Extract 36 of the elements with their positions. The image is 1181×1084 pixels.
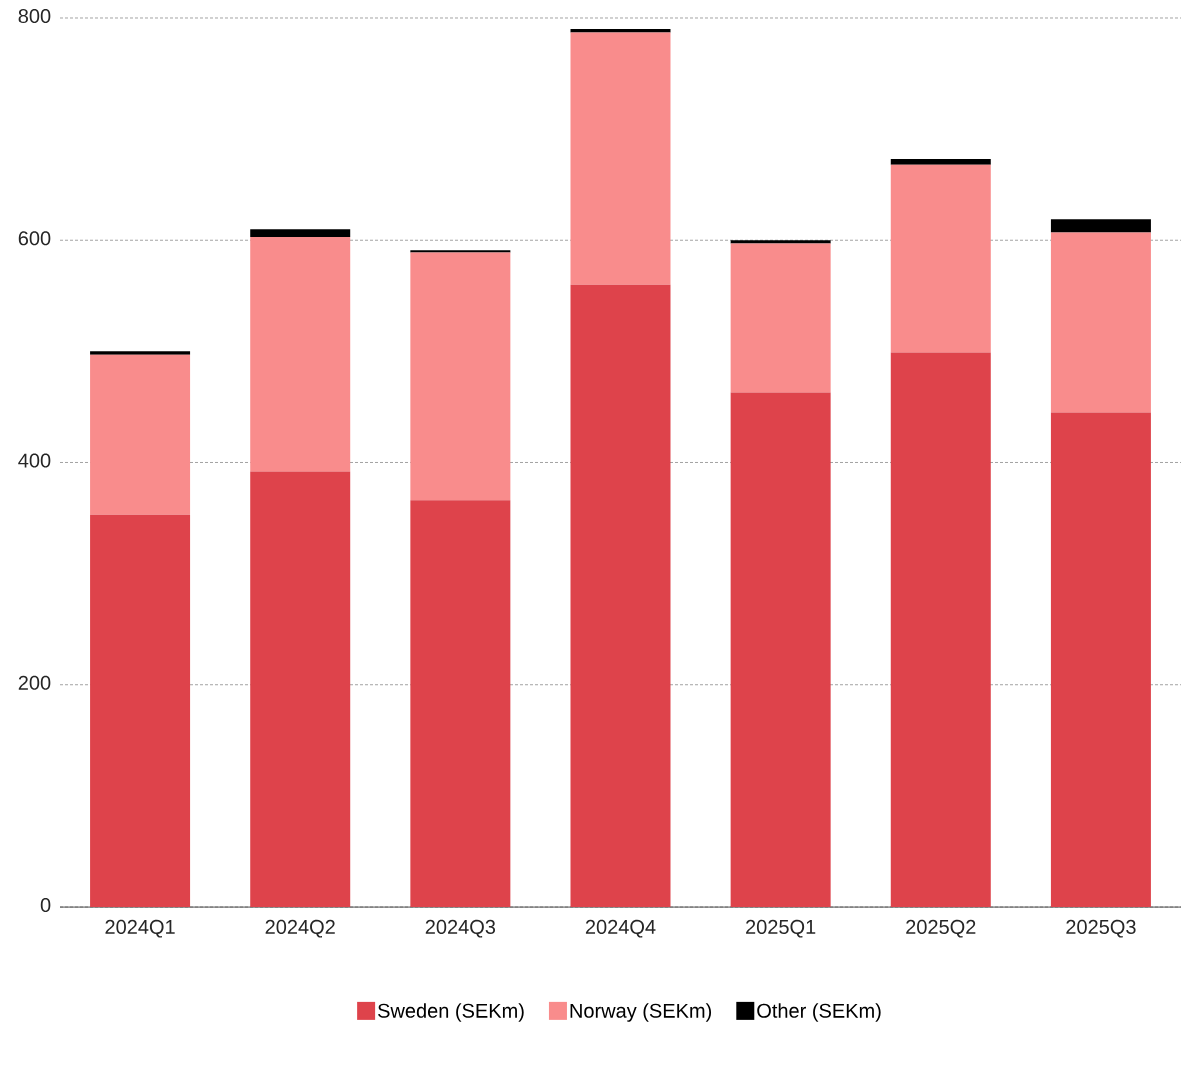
bar	[890, 164, 991, 353]
bar	[890, 352, 991, 907]
bar	[410, 252, 511, 501]
x-tick-label: 2025Q1	[746, 919, 816, 938]
bar	[570, 32, 671, 285]
bar	[250, 236, 351, 472]
x-tick-label: 2024Q2	[265, 919, 335, 938]
y-tick-label: 200	[18, 675, 51, 690]
bar	[570, 29, 671, 33]
legend-label: Other (SEKm)	[757, 1003, 881, 1022]
bar	[90, 514, 191, 907]
x-tick-label: 2024Q4	[585, 919, 656, 938]
bar	[570, 284, 671, 907]
bar	[250, 229, 351, 237]
y-tick-label: 400	[18, 453, 51, 468]
legend-label: Sweden (SEKm)	[378, 1003, 524, 1022]
legend-label: Norway (SEKm)	[570, 1003, 712, 1022]
x-tick-label: 2025Q2	[906, 919, 976, 938]
bar	[1050, 412, 1151, 907]
y-tick-label: 600	[18, 231, 51, 246]
bar	[890, 159, 991, 165]
x-tick-label: 2024Q1	[105, 919, 175, 938]
y-tick-label: 0	[40, 897, 51, 913]
bar	[730, 240, 831, 244]
bar	[1050, 232, 1151, 413]
bar	[730, 392, 831, 907]
bar	[1050, 219, 1151, 233]
x-tick-label: 2025Q3	[1066, 919, 1136, 938]
bar	[250, 471, 351, 907]
bar	[410, 250, 511, 253]
y-tick-label: 800	[18, 8, 51, 24]
bar	[730, 243, 831, 393]
x-tick-label: 2024Q3	[425, 919, 496, 938]
bar	[410, 500, 511, 907]
bar	[90, 354, 191, 515]
bar	[90, 351, 191, 355]
